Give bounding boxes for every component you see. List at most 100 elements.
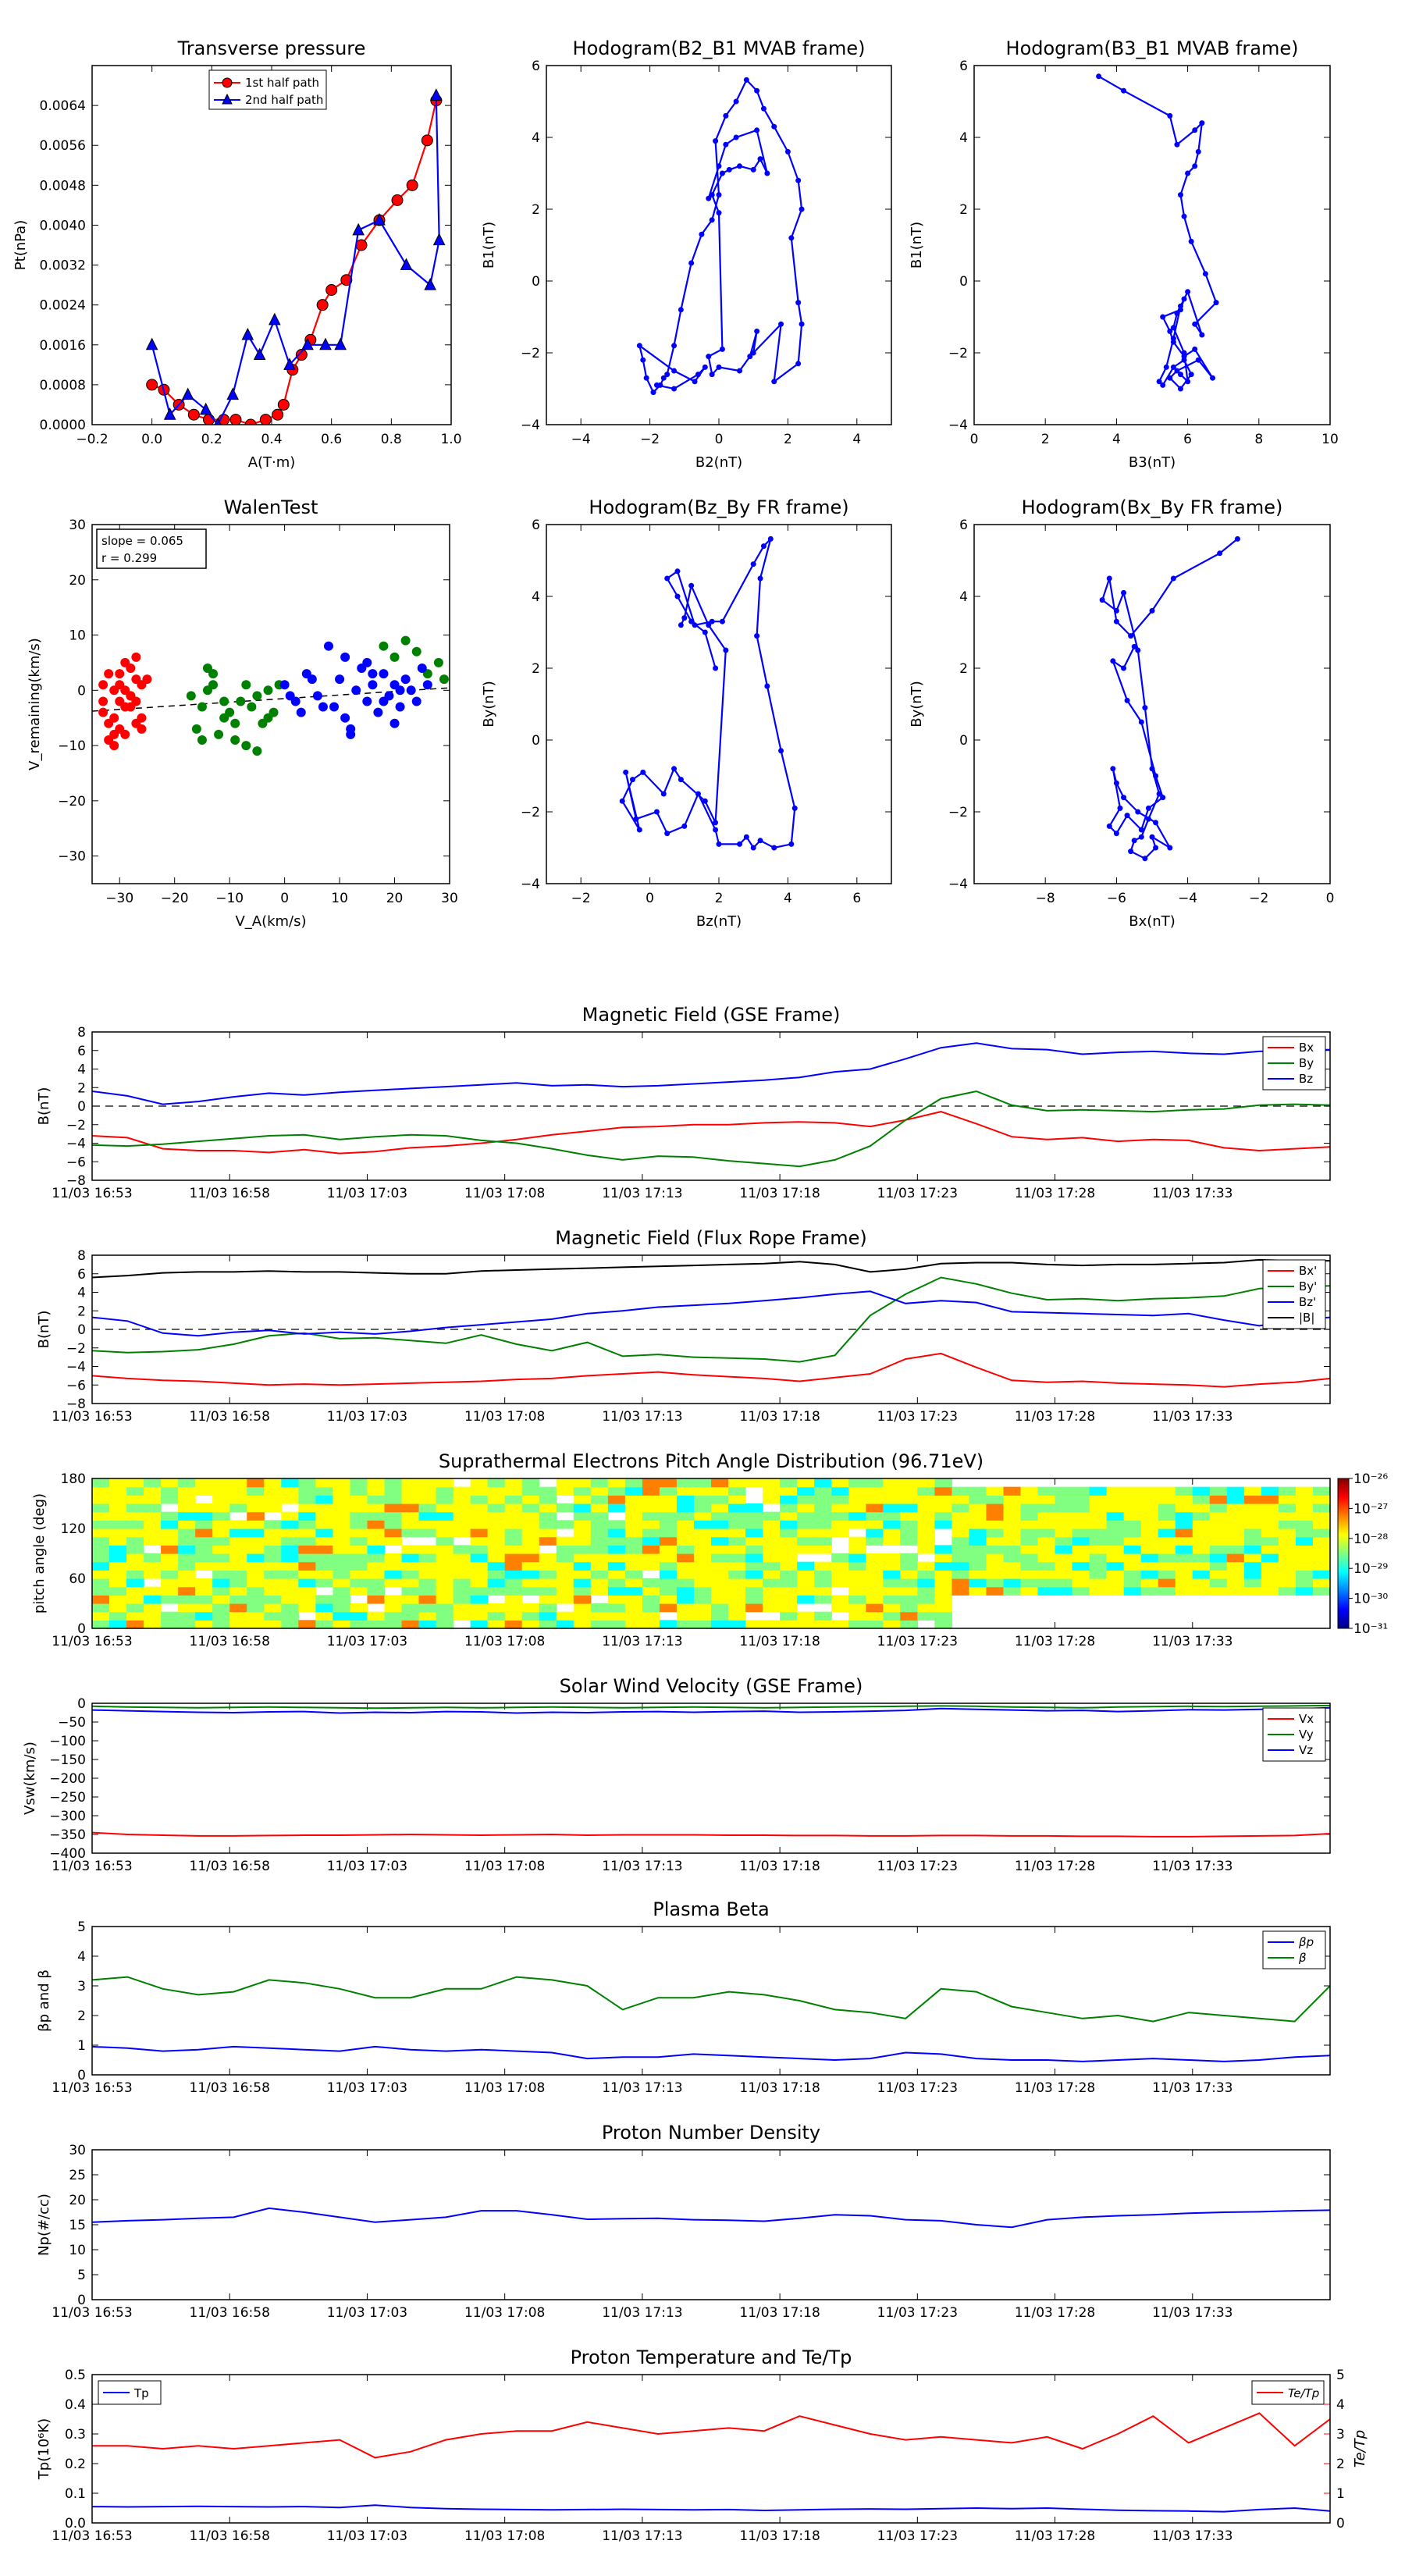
heatmap-cell — [831, 1511, 849, 1521]
data-point — [692, 379, 698, 385]
heatmap-cell — [315, 1495, 333, 1504]
heatmap-cell — [642, 1545, 660, 1554]
scatter-point — [346, 729, 356, 739]
data-point — [692, 622, 698, 628]
heatmap-cell — [109, 1561, 127, 1571]
heatmap-cell — [1140, 1528, 1159, 1538]
y-tick-label: −10 — [58, 738, 86, 754]
heatmap-cell — [470, 1503, 489, 1513]
heatmap-cell — [298, 1486, 316, 1496]
data-point — [1113, 618, 1119, 624]
x-tick-label: 11/03 17:28 — [1015, 1634, 1095, 1649]
x-tick-label: 11/03 17:13 — [602, 2305, 682, 2321]
heatmap-cell — [883, 1528, 901, 1538]
data-point — [1131, 838, 1137, 844]
heatmap-cell — [917, 1528, 935, 1538]
heatmap-cell — [212, 1611, 230, 1621]
legend-label: 2nd half path — [245, 93, 323, 107]
heatmap-cell — [624, 1511, 643, 1521]
y-tick-label: 2 — [532, 202, 540, 218]
scatter-point — [225, 707, 235, 717]
chart-vsw: Solar Wind Velocity (GSE Frame)11/03 16:… — [22, 1675, 1331, 1874]
heatmap-cell — [161, 1595, 179, 1604]
heatmap-cell — [384, 1528, 403, 1538]
heatmap-cell — [780, 1536, 798, 1546]
y-tick-label: 2 — [77, 1304, 86, 1319]
heatmap-cell — [126, 1503, 144, 1513]
heatmap-cell — [521, 1478, 540, 1488]
heatmap-cell — [504, 1528, 523, 1538]
plot-frame — [91, 1703, 1331, 1854]
data-point — [1128, 849, 1134, 855]
heatmap-cell — [247, 1611, 265, 1621]
heatmap-cell — [1123, 1536, 1142, 1546]
heatmap-cell — [315, 1595, 333, 1604]
heatmap-cell — [934, 1570, 952, 1579]
heatmap-cell — [264, 1486, 282, 1496]
heatmap-cell — [866, 1503, 884, 1513]
data-point — [713, 138, 719, 144]
heatmap-cell — [247, 1570, 265, 1579]
heatmap-cell — [1278, 1570, 1297, 1579]
heatmap-cell — [866, 1586, 884, 1596]
heatmap-cell — [109, 1586, 127, 1596]
heatmap-cell — [212, 1503, 230, 1513]
heatmap-cell — [195, 1578, 213, 1588]
heatmap-cell — [487, 1486, 506, 1496]
heatmap-cell — [1072, 1586, 1090, 1596]
heatmap-cell — [333, 1578, 351, 1588]
data-point — [623, 769, 629, 775]
x-tick-label: 11/03 17:23 — [877, 1186, 958, 1201]
series-line — [621, 535, 796, 849]
heatmap-cell — [212, 1586, 230, 1596]
heatmap-cell — [745, 1536, 763, 1546]
heatmap-cell — [676, 1561, 695, 1571]
heatmap-cell — [780, 1495, 798, 1504]
y-tick-label: 4 — [77, 1062, 86, 1078]
x-tick-label: 11/03 17:03 — [327, 1859, 407, 1874]
y-tick-label: 0.4 — [65, 2397, 86, 2413]
heatmap-cell — [1037, 1486, 1056, 1496]
y-tick-label: 0.0008 — [40, 378, 86, 393]
chart-title: WalenTest — [224, 496, 318, 518]
data-point — [1199, 332, 1205, 338]
heatmap-cell — [504, 1536, 523, 1546]
plot-frame — [91, 65, 452, 425]
heatmap-cell — [556, 1536, 574, 1546]
heatmap-cell — [539, 1495, 557, 1504]
heatmap-cell — [780, 1570, 798, 1579]
heatmap-cell — [487, 1545, 506, 1554]
heatmap-cell — [1003, 1511, 1022, 1521]
heatmap-cell — [607, 1545, 626, 1554]
y-tick-label: 0 — [959, 733, 968, 749]
data-point — [660, 791, 667, 797]
heatmap-cell — [573, 1570, 592, 1579]
data-point — [1192, 163, 1198, 169]
heatmap-cell — [969, 1528, 987, 1538]
heatmap-cell — [384, 1570, 403, 1579]
heatmap-cell — [728, 1570, 746, 1579]
heatmap-cell — [745, 1503, 763, 1513]
heatmap-cell — [281, 1578, 299, 1588]
data-point — [678, 777, 684, 783]
data-point — [633, 816, 639, 822]
heatmap-cell — [917, 1520, 935, 1529]
chart-h1: Hodogram(B2_B1 MVAB frame)−4 −2 0 2 4−4−2024… — [481, 37, 892, 471]
heatmap-cell — [1003, 1586, 1022, 1596]
data-marker — [272, 408, 284, 421]
heatmap-cell — [333, 1611, 351, 1621]
heatmap-cell — [436, 1553, 454, 1563]
series-line — [92, 2207, 1330, 2229]
heatmap-cell — [780, 1553, 798, 1563]
heatmap-cell — [487, 1503, 506, 1513]
heatmap-cell — [676, 1578, 695, 1588]
y-tick-label: −2 — [521, 805, 540, 820]
heatmap-cell — [539, 1520, 557, 1529]
heatmap-cell — [470, 1578, 489, 1588]
y-tick-label: −2 — [521, 346, 540, 361]
heatmap-cell — [504, 1578, 523, 1588]
heatmap-cell — [418, 1528, 437, 1538]
heatmap-cell — [659, 1503, 678, 1513]
heatmap-cell — [1175, 1536, 1193, 1546]
data-marker — [269, 312, 281, 326]
